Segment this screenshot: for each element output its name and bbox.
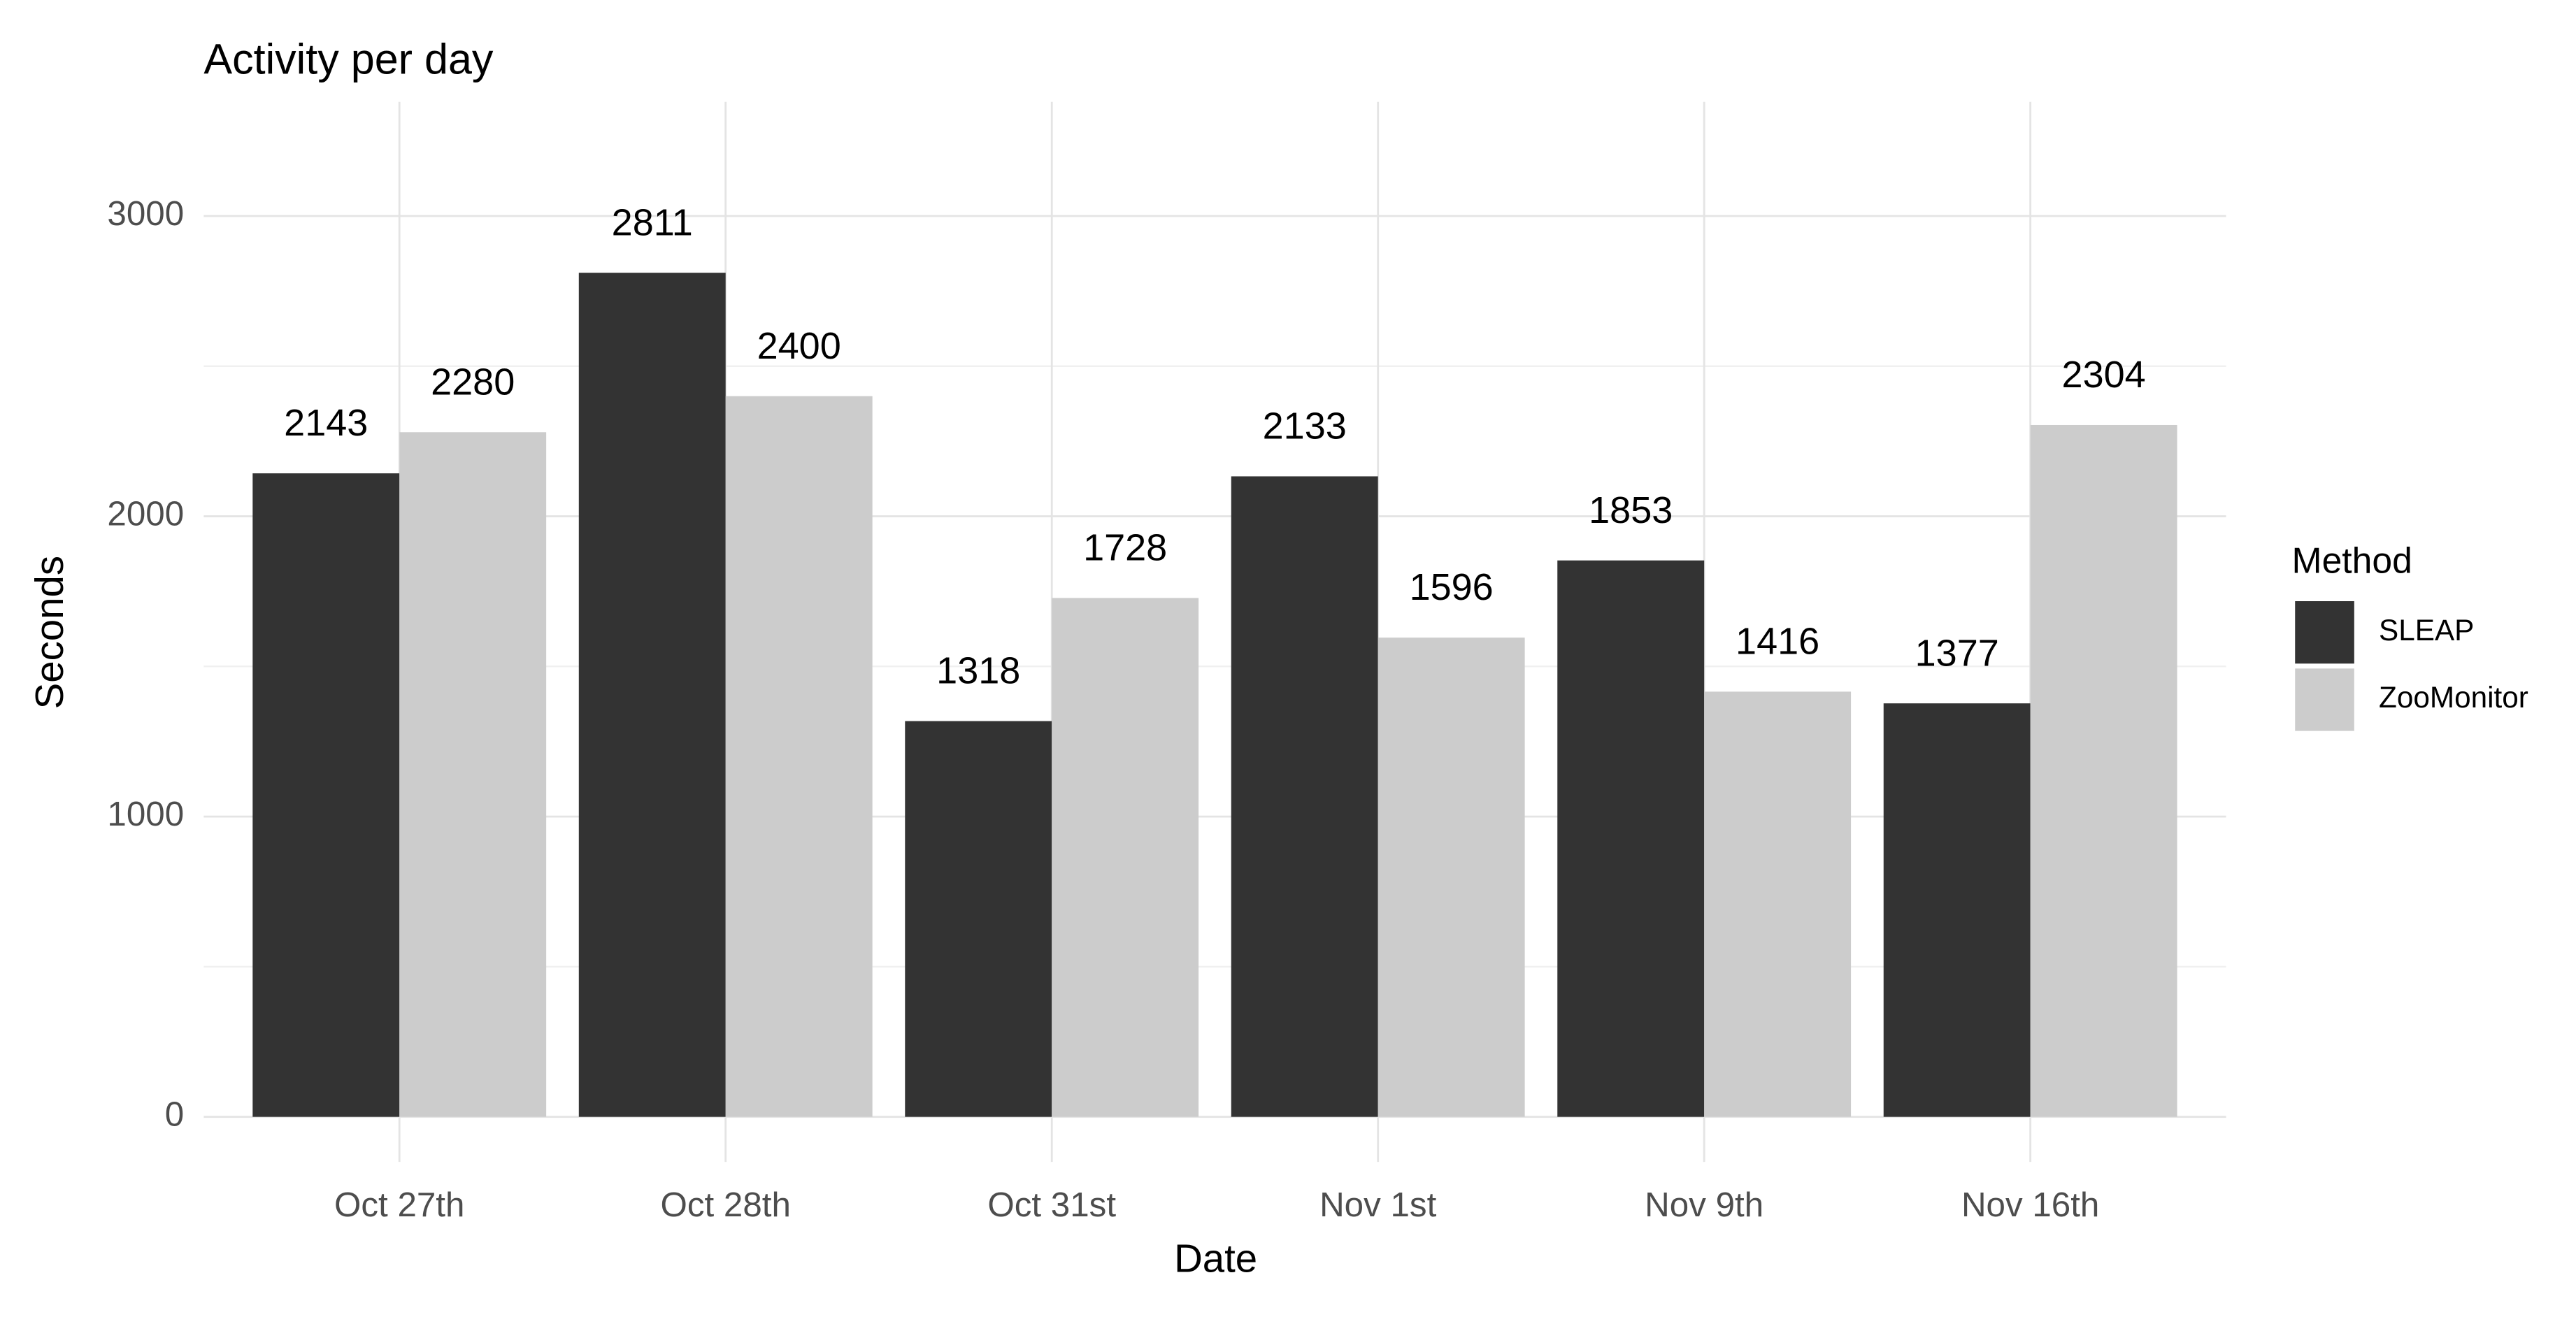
y-tick-label: 3000 [107, 194, 184, 233]
bar [578, 273, 726, 1117]
value-label: 1377 [1915, 632, 1999, 674]
value-label: 1596 [1410, 566, 1494, 608]
x-axis-title: Date [1174, 1236, 1257, 1280]
x-tick-label: Nov 9th [1645, 1186, 1763, 1224]
value-label: 1416 [1736, 621, 1819, 663]
legend-label: SLEAP [2379, 614, 2474, 647]
value-label: 1728 [1083, 527, 1167, 569]
bar [1704, 691, 1852, 1117]
x-tick-label: Nov 1st [1319, 1186, 1437, 1224]
legend-label: ZooMonitor [2379, 681, 2528, 714]
y-tick-label: 1000 [107, 795, 184, 833]
x-tick-label: Oct 31st [987, 1186, 1116, 1224]
value-label: 1853 [1589, 489, 1673, 531]
bar [1052, 598, 1199, 1117]
value-label: 2811 [612, 201, 693, 243]
value-label: 2400 [757, 325, 841, 367]
y-tick-label: 2000 [107, 495, 184, 533]
value-label: 1318 [936, 650, 1020, 692]
bar [725, 396, 873, 1117]
bar [1231, 476, 1378, 1117]
legend-key [2295, 668, 2354, 731]
value-label: 2133 [1263, 405, 1347, 447]
bar [2030, 424, 2177, 1117]
y-tick-label: 0 [165, 1095, 184, 1134]
legend-key [2295, 601, 2354, 664]
value-label: 2280 [431, 361, 515, 403]
bar [905, 721, 1052, 1117]
x-tick-label: Nov 16th [1961, 1186, 2099, 1224]
x-tick-label: Oct 27th [334, 1186, 464, 1224]
bar [252, 473, 400, 1117]
chart-title: Activity per day [203, 36, 494, 83]
x-tick-label: Oct 28th [660, 1186, 790, 1224]
bar [1883, 703, 2031, 1117]
bar [1557, 560, 1705, 1117]
legend-title: Method [2292, 540, 2412, 581]
bar [1378, 638, 1525, 1117]
bar [399, 432, 547, 1117]
value-label: 2143 [284, 402, 368, 444]
y-axis-title: Seconds [27, 556, 71, 709]
value-label: 2304 [2062, 354, 2146, 396]
